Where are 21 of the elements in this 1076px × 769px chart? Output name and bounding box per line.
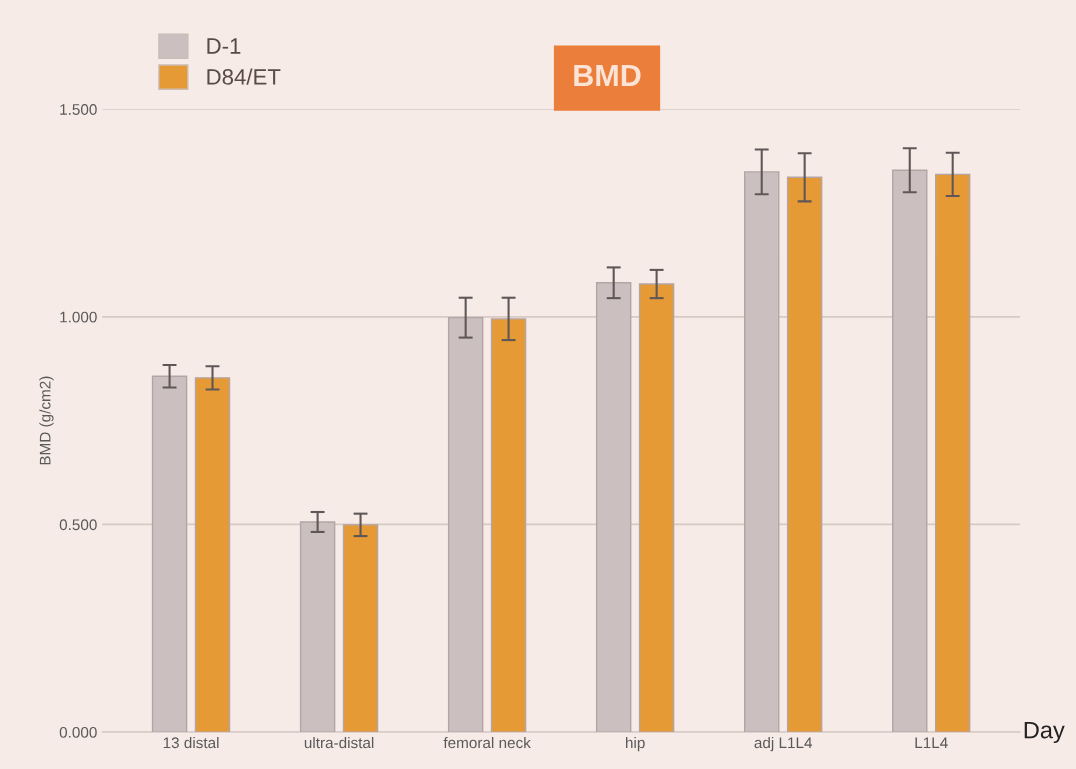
- x-axis-title: Day: [1024, 721, 1065, 744]
- x-tick-label: femoral neck: [443, 736, 531, 749]
- legend-label: D-1: [207, 38, 241, 54]
- bar: [194, 377, 231, 733]
- x-tick-label: L1L4: [915, 737, 948, 749]
- x-tick-label: 13 distal: [163, 736, 219, 749]
- bar: [786, 176, 823, 733]
- chart-title: BMD: [574, 64, 641, 86]
- legend-label: D84/ET: [207, 68, 281, 85]
- bar: [934, 173, 971, 733]
- bar: [490, 318, 527, 733]
- y-tick-label: 1.500: [60, 104, 97, 115]
- y-tick-label: 0.000: [59, 726, 97, 738]
- x-tick-label: ultra-distal: [304, 736, 374, 749]
- bar: [638, 283, 675, 733]
- x-tick-label: adj L1L4: [754, 736, 813, 752]
- bar: [342, 524, 379, 733]
- x-tick-label: hip: [626, 736, 645, 752]
- y-tick-label: 1.000: [60, 311, 97, 323]
- y-tick-label: 0.500: [59, 519, 97, 531]
- y-axis-title: BMD (g/cm2): [39, 376, 54, 465]
